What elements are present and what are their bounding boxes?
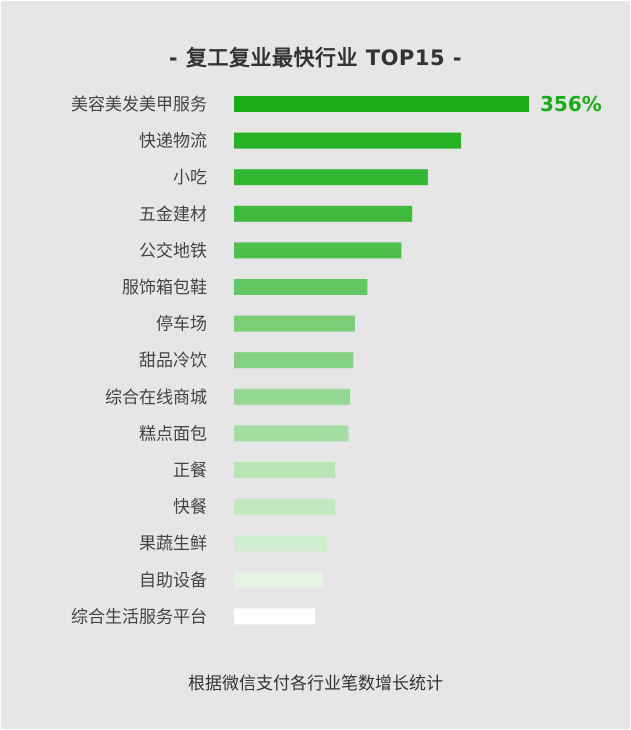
category-label: 综合在线商城	[105, 388, 207, 408]
category-label: 小吃	[173, 168, 207, 188]
bar	[234, 279, 368, 295]
bar	[234, 132, 462, 149]
bar	[234, 205, 413, 222]
chart-title: - 复工复业最快行业 TOP15 -	[168, 46, 463, 70]
bar	[234, 96, 529, 112]
chart-footnote: 根据微信支付各行业笔数增长统计	[188, 674, 443, 694]
bar	[234, 608, 316, 625]
bar	[234, 462, 336, 478]
category-label: 停车场	[156, 315, 207, 335]
category-label: 综合生活服务平台	[71, 607, 207, 627]
bar	[234, 535, 327, 552]
bar	[234, 388, 350, 405]
category-label: 快餐	[173, 498, 207, 518]
category-label: 糕点面包	[139, 424, 207, 444]
bar	[234, 242, 402, 259]
category-label: 服饰箱包鞋	[122, 278, 207, 298]
bar	[234, 315, 355, 332]
bar	[234, 425, 349, 442]
bar	[234, 498, 336, 515]
category-label: 自助设备	[139, 571, 207, 591]
bar	[234, 571, 323, 588]
category-label: 公交地铁	[139, 241, 207, 261]
bar	[234, 352, 354, 369]
bar	[234, 169, 428, 186]
category-label: 甜品冷饮	[139, 351, 207, 371]
value-label: 356%	[540, 92, 602, 116]
category-label: 美容美发美甲服务	[71, 95, 207, 115]
category-label: 快递物流	[139, 132, 207, 152]
category-label: 正餐	[173, 461, 207, 481]
category-label: 五金建材	[139, 205, 207, 225]
category-label: 果蔬生鲜	[139, 534, 207, 554]
